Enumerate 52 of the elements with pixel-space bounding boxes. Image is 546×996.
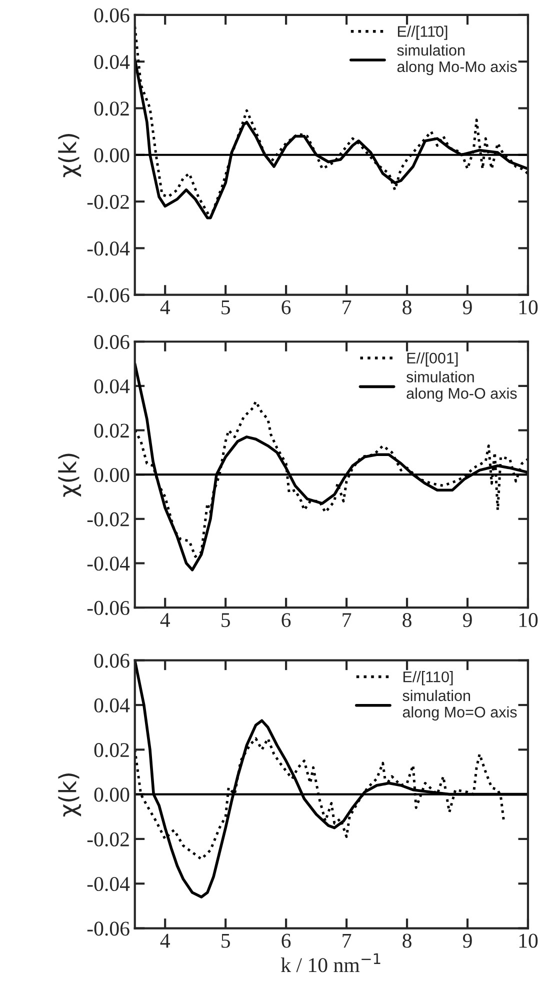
- x-axis-title: k / 10 nm$^{−1}$: [280, 953, 380, 972]
- y-tick-label: 0.00: [94, 468, 130, 482]
- x-tick-label: 4: [160, 934, 170, 948]
- y-tick-label: 0.02: [94, 102, 129, 116]
- x-tick-label: 8: [402, 613, 412, 628]
- legend-label: E//[001]: [407, 352, 458, 367]
- legend-label: simulation along Mo-O axis: [406, 371, 517, 402]
- x-tick-label: 5: [222, 300, 230, 314]
- y-tick-label: 0.00: [94, 148, 130, 162]
- y-tick-label: -0.06: [87, 922, 130, 936]
- y-axis-title: χ(k): [58, 454, 82, 497]
- y-tick-label: -0.04: [87, 242, 130, 256]
- x-tick-label: 5: [222, 934, 230, 948]
- x-tick-label: 9: [462, 934, 472, 948]
- x-tick-label: 6: [282, 300, 291, 314]
- y-tick-label: 0.06: [94, 335, 130, 350]
- legend-label: simulation along Mo-Mo axis: [397, 44, 517, 76]
- y-tick-label: 0.02: [94, 424, 129, 438]
- y-tick-label: 0.04: [94, 54, 130, 70]
- y-tick-label: -0.06: [87, 600, 130, 616]
- y-axis-title: χ(k): [58, 773, 82, 816]
- y-axis-title: χ(k): [58, 134, 82, 178]
- y-tick-label: -0.04: [87, 876, 130, 892]
- y-tick-label: -0.02: [87, 512, 129, 526]
- x-tick-label: 4: [160, 300, 170, 314]
- y-tick-label: -0.02: [87, 832, 129, 846]
- y-tick-label: 0.04: [94, 698, 130, 713]
- x-tick-label: 7: [342, 300, 352, 314]
- x-tick-label: 10: [519, 934, 538, 948]
- x-tick-label: 4: [160, 613, 170, 627]
- x-tick-label: 6: [282, 934, 291, 948]
- y-tick-label: 0.00: [94, 788, 130, 802]
- x-tick-label: 9: [462, 613, 472, 628]
- x-tick-label: 7: [342, 613, 352, 627]
- legend-label: simulation along Mo=O axis: [402, 690, 517, 721]
- y-tick-label: 0.06: [94, 654, 130, 668]
- y-tick-label: -0.04: [87, 556, 130, 571]
- x-tick-label: 9: [462, 300, 472, 314]
- x-tick-label: 7: [342, 934, 352, 948]
- y-tick-label: 0.02: [94, 743, 129, 758]
- y-tick-label: -0.02: [87, 194, 129, 210]
- legend-label: E//[110]: [403, 671, 453, 686]
- x-tick-label: 8: [402, 300, 412, 314]
- x-tick-label: 10: [519, 613, 538, 628]
- y-tick-label: 0.04: [94, 379, 130, 394]
- y-tick-label: 0.06: [94, 8, 130, 22]
- legend-label: E//[11̄0]: [398, 26, 448, 40]
- y-tick-label: -0.06: [87, 288, 130, 302]
- x-tick-label: 10: [519, 300, 538, 314]
- x-tick-label: 6: [282, 613, 291, 628]
- x-tick-label: 8: [402, 934, 412, 948]
- x-tick-label: 5: [222, 613, 230, 628]
